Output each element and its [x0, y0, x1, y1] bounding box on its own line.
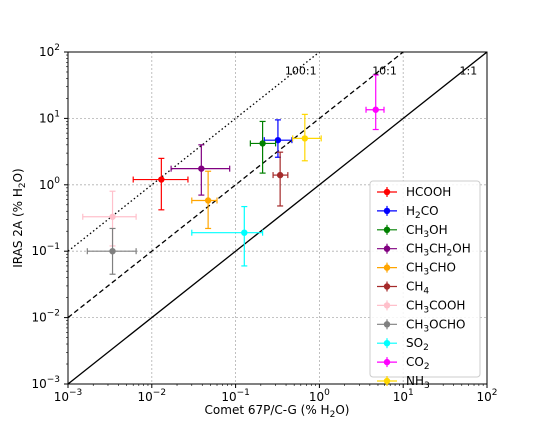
y-tick-label: 100 [39, 176, 60, 192]
legend-item-ch3ch2oh: CH3CH2OH [377, 242, 471, 259]
legend-item-hcooh: HCOOH [377, 185, 451, 199]
point-ch3cooh [82, 190, 137, 247]
marker [301, 135, 309, 142]
legend-marker [383, 377, 391, 385]
y-tick-label: 10−3 [31, 375, 60, 391]
plot-frame [67, 51, 488, 385]
point-ch3ch2oh [170, 144, 231, 196]
point-ch3cho [191, 170, 218, 230]
legend-marker [383, 245, 391, 252]
legend-label: CH3OH [406, 223, 448, 240]
legend-label: H2CO [406, 204, 439, 221]
x-tick-label: 10−3 [54, 388, 83, 404]
x-tick-label: 100 [309, 388, 330, 404]
ratio-label-100-1: 100:1 [285, 64, 317, 77]
legend-item-ch3cho: CH3CHO [377, 261, 456, 278]
marker [109, 213, 116, 220]
point-ch3ocho [86, 227, 137, 275]
x-tick-label: 101 [393, 388, 414, 404]
legend: HCOOHH2COCH3OHCH3CH2OHCH3CHOCH4CH3COOHCH… [369, 180, 481, 391]
legend-marker [383, 188, 391, 196]
legend-item-co2: CO2 [377, 355, 430, 372]
point-ch4 [272, 151, 289, 207]
legend-item-h2co: H2CO [377, 204, 439, 221]
ratio-labels: 100:1 10:1 1:1 [285, 64, 477, 77]
y-axis-label: IRAS 2A (% H2O) [11, 168, 28, 268]
point-co2 [365, 74, 385, 131]
ratio-line-100-1 [68, 52, 321, 252]
legend-item-nh3: NH3 [377, 374, 430, 391]
legend-label: CO2 [406, 355, 430, 372]
legend-item-ch3oh: CH3OH [377, 223, 448, 240]
data-points [82, 74, 385, 275]
marker [259, 140, 266, 147]
marker [204, 197, 212, 204]
legend-marker [383, 340, 391, 347]
marker [274, 136, 282, 144]
legend-box [369, 180, 481, 378]
legend-marker [383, 207, 391, 215]
legend-marker [383, 302, 391, 309]
marker [276, 171, 284, 179]
legend-label: CH3CH2OH [406, 242, 471, 259]
y-tick-label: 101 [39, 109, 60, 125]
point-h2co [263, 119, 293, 158]
ratio-line-1-1 [68, 52, 487, 384]
x-tick-label: 10−2 [138, 388, 167, 404]
x-axis-label: Comet 67P/C-G (% H2O) [205, 403, 350, 420]
y-tick-label: 10−2 [31, 309, 60, 325]
y-tick-label: 102 [39, 43, 60, 59]
legend-label: CH3OCHO [406, 317, 465, 334]
point-hcooh [132, 157, 189, 211]
legend-item-ch3cooh: CH3COOH [377, 298, 465, 315]
legend-marker [383, 226, 391, 233]
point-nh3 [292, 113, 322, 162]
point-ch3oh [249, 120, 277, 174]
x-tick-label: 102 [476, 388, 497, 404]
legend-label: HCOOH [406, 185, 451, 199]
marker [198, 165, 205, 172]
legend-marker [383, 321, 391, 328]
marker [372, 106, 379, 113]
ratio-label-10-1: 10:1 [372, 64, 397, 77]
legend-label: CH3CHO [406, 261, 456, 278]
x-tick-label: 10−1 [221, 388, 250, 404]
point-so2 [191, 205, 264, 267]
legend-item-ch3ocho: CH3OCHO [377, 317, 465, 334]
y-tick-label: 10−1 [31, 242, 60, 258]
legend-marker [383, 264, 391, 271]
marker [109, 248, 116, 255]
marker [241, 229, 248, 236]
ratio-label-1-1: 1:1 [459, 64, 477, 77]
legend-marker [383, 283, 391, 290]
legend-label: NH3 [406, 374, 430, 391]
legend-marker [383, 358, 391, 366]
legend-label: CH3COOH [406, 298, 465, 315]
marker [158, 176, 165, 183]
